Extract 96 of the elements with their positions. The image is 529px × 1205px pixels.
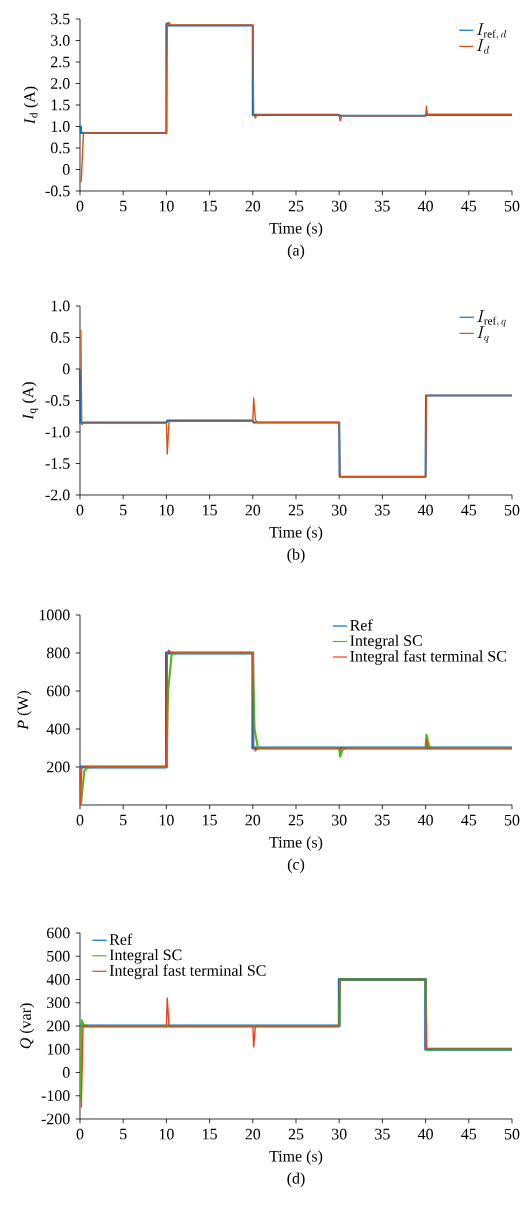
legend-label: Ref [109, 933, 133, 945]
x-tick-label: 5 [120, 200, 127, 212]
y-tick-label: 200 [47, 1020, 70, 1032]
x-tick-label: 5 [120, 1128, 127, 1140]
y-axis-title: Q (var) [19, 1003, 35, 1049]
legend-label: Ref [350, 619, 373, 631]
legend-label: $I_{\mathrm{ref},\,d}$ [476, 23, 507, 40]
text: (a) [287, 244, 305, 259]
x-tick-label: 35 [375, 504, 390, 516]
y-tick-label: -0.5 [45, 395, 70, 406]
legend-label: Integral fast terminal SC [350, 650, 506, 665]
y-tick-label: 300 [47, 997, 70, 1009]
x-tick-label: 30 [331, 504, 347, 516]
legend-label: $I_{d}$ [476, 39, 490, 54]
x-tick-label: 15 [203, 504, 217, 516]
x-tick-label: 25 [288, 814, 304, 826]
y-tick-label: 200 [47, 761, 70, 773]
text: (b) [287, 548, 305, 563]
x-tick-label: 10 [159, 200, 174, 212]
x-tick-label: 40 [417, 814, 433, 826]
x-tick-label: 50 [504, 814, 520, 826]
x-tick-label: 35 [375, 200, 390, 212]
x-tick-label: 40 [417, 504, 433, 516]
x-tick-label: 5 [120, 504, 127, 516]
legend-label: Integral SC [350, 634, 422, 650]
y-tick-label: 0.5 [50, 142, 70, 154]
y-tick-label: 1.0 [51, 121, 70, 132]
x-tick-label: 0 [76, 504, 84, 516]
y-tick-label: 3.0 [51, 35, 70, 46]
x-tick-label: 30 [331, 1128, 347, 1140]
y-tick-label: 0.5 [50, 332, 70, 343]
x-tick-label: 10 [159, 504, 174, 516]
x-tick-label: 30 [331, 814, 347, 826]
x-tick-label: 20 [245, 200, 261, 212]
legend-label: Integral fast terminal SC [109, 964, 266, 980]
x-axis-title: Time (s) [269, 526, 323, 541]
x-axis-title: Time (s) [269, 1150, 323, 1165]
legend-label: Integral SC [109, 949, 182, 964]
x-tick-label: 10 [159, 814, 174, 826]
y-tick-label: -100 [41, 1090, 70, 1102]
x-tick-label: 5 [120, 814, 127, 826]
y-tick-label: 0 [62, 1067, 70, 1078]
x-tick-label: 50 [504, 1128, 520, 1140]
x-tick-label: 20 [245, 814, 261, 826]
x-tick-label: 0 [76, 814, 84, 826]
y-tick-label: -200 [41, 1113, 70, 1125]
y-tick-label: 1.0 [51, 300, 70, 312]
x-tick-label: 45 [461, 200, 477, 212]
y-tick-label: 100 [47, 1043, 70, 1055]
x-axis-title: Time (s) [269, 836, 323, 851]
x-tick-label: 50 [504, 200, 520, 212]
y-tick-label: 400 [46, 723, 70, 735]
x-tick-label: 15 [203, 200, 217, 212]
y-tick-label: -1.5 [45, 458, 70, 469]
x-tick-label: 25 [288, 200, 304, 212]
x-tick-label: 25 [288, 1128, 304, 1140]
y-axis-title: I$_{q}$ (A) [22, 382, 39, 420]
y-tick-label: 3.5 [51, 13, 70, 25]
y-tick-label: -2.0 [45, 489, 70, 501]
x-axis-title: Time (s) [269, 222, 323, 237]
y-axis-title: I$_{d}$ (A) [23, 86, 39, 125]
x-tick-label: 50 [504, 504, 520, 516]
y-tick-label: 600 [47, 927, 70, 939]
y-tick-label: 800 [46, 647, 70, 659]
legend-label: $I_{\mathrm{ref},\,q}$ [477, 310, 506, 327]
x-tick-label: 45 [461, 504, 477, 516]
x-tick-label: 15 [203, 814, 217, 826]
y-tick-label: 1000 [39, 609, 70, 621]
x-tick-label: 35 [375, 814, 390, 826]
x-tick-label: 45 [461, 1128, 477, 1140]
y-tick-label: -0.5 [45, 185, 70, 197]
y-tick-label: 0 [62, 164, 70, 175]
x-tick-label: 0 [76, 1128, 84, 1140]
y-tick-label: 400 [46, 974, 70, 985]
x-tick-label: 0 [76, 200, 84, 212]
x-tick-label: 40 [417, 200, 433, 212]
x-tick-label: 30 [331, 200, 347, 212]
x-tick-label: 20 [245, 504, 261, 516]
legend-label: $I_{q}$ [477, 326, 489, 343]
x-tick-label: 35 [375, 1128, 390, 1140]
x-tick-label: 40 [417, 1128, 433, 1140]
x-tick-label: 25 [288, 504, 304, 516]
x-tick-label: 20 [245, 1128, 261, 1140]
text: (d) [287, 1172, 305, 1187]
y-tick-label: -1.0 [45, 426, 70, 438]
y-tick-label: 1.5 [51, 99, 70, 111]
y-axis-title: P (W) [17, 690, 32, 730]
x-tick-label: 45 [461, 814, 477, 826]
y-tick-label: 600 [47, 685, 70, 697]
text: (c) [287, 858, 305, 873]
y-tick-label: 0 [62, 363, 70, 375]
x-tick-label: 10 [159, 1128, 174, 1140]
y-tick-label: 500 [47, 950, 70, 962]
x-tick-label: 15 [203, 1128, 217, 1140]
y-tick-label: 2.5 [51, 56, 70, 68]
y-tick-label: 2.0 [51, 78, 70, 89]
